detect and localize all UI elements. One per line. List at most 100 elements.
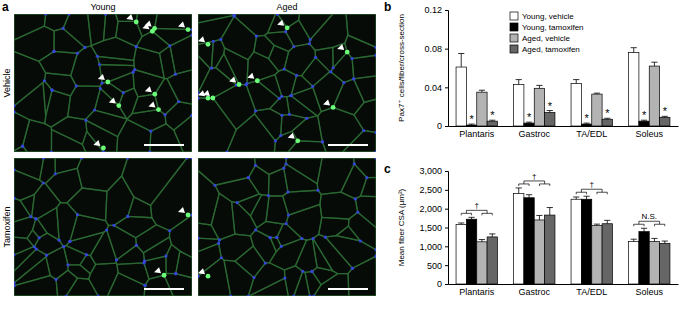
nucleus [66, 263, 69, 266]
y-tick: 0 [437, 121, 448, 131]
nucleus [233, 14, 236, 17]
bar [660, 243, 670, 284]
fiber-outline [305, 271, 321, 296]
nucleus [211, 96, 214, 99]
x-tick-label: Plantaris [459, 287, 495, 297]
fiber-outline [198, 98, 236, 152]
row-label: Vehicle [2, 68, 12, 97]
nucleus [190, 158, 192, 160]
nucleus [190, 28, 192, 31]
arrowhead [247, 73, 254, 79]
fiber-outline [63, 14, 91, 47]
satellite-cell [295, 138, 300, 143]
nucleus [65, 294, 68, 296]
arrowhead [145, 86, 152, 92]
nucleus [374, 255, 376, 258]
fiber-outline [100, 65, 135, 84]
error-bar-stem [549, 208, 550, 216]
bar [592, 94, 602, 126]
nucleus [314, 56, 317, 59]
legend: Young, vehicleYoung, tamoxifenAged, vehi… [510, 12, 584, 54]
nucleus [269, 236, 272, 239]
nucleus [288, 113, 291, 116]
nucleus [68, 240, 71, 243]
nucleus [148, 150, 151, 152]
bracket-line [576, 192, 586, 194]
bar [602, 224, 612, 284]
bracket-line [654, 224, 664, 226]
nucleus [276, 14, 279, 16]
bar [602, 119, 612, 126]
nucleus [278, 97, 281, 100]
nucleus [143, 284, 146, 287]
error-bar [583, 196, 589, 199]
nucleus [342, 81, 345, 84]
nucleus [290, 94, 293, 97]
arrowhead [154, 267, 161, 273]
fiber-outline [32, 183, 61, 219]
x-tick: Gastroc [518, 284, 550, 297]
bar [629, 241, 639, 284]
bracket-line [539, 184, 549, 186]
error-bar-cap [583, 196, 589, 197]
fiber-outline [32, 219, 47, 238]
nucleus [68, 14, 71, 16]
nucleus [153, 93, 156, 96]
fiber-outline [133, 70, 165, 97]
nucleus [316, 189, 319, 192]
arrowhead [178, 207, 185, 213]
error-bar-cap [573, 79, 579, 80]
nucleus [245, 83, 248, 86]
error-bar-cap [662, 241, 668, 242]
fiber-outline [331, 52, 354, 82]
bracket-line [466, 210, 487, 213]
fiber-outline [352, 55, 376, 79]
x-tick: Soleus [635, 126, 663, 139]
nucleus [38, 236, 41, 239]
bar [629, 53, 639, 126]
fiber-outline [14, 170, 43, 201]
y-tick-label: 500 [427, 261, 442, 271]
fiber-outline [14, 257, 50, 286]
error-bar [594, 93, 600, 95]
nucleus [142, 261, 145, 264]
legend-swatch [510, 12, 518, 20]
nucleus [14, 284, 16, 287]
nucleus [295, 74, 298, 77]
bar [571, 199, 581, 284]
micrograph [14, 14, 192, 152]
error-bar [604, 220, 610, 223]
error-bar-stem [607, 220, 608, 223]
nucleus [283, 67, 286, 70]
fiber-outline [114, 216, 156, 237]
fiber-outline [213, 85, 256, 130]
nucleus [309, 38, 312, 41]
bar [592, 226, 602, 284]
figure: abcYoungAgedVehicleTamoxifen00.040.080.1… [0, 0, 685, 310]
nucleus [283, 276, 286, 279]
scale-bar [144, 144, 184, 146]
error-bar-cap [516, 187, 522, 188]
nucleus [362, 129, 365, 132]
bracket-line [482, 213, 492, 215]
fiber-outline [77, 158, 127, 191]
fiber-outline [66, 278, 98, 296]
bar [534, 220, 544, 284]
fiber-outline [45, 168, 82, 202]
error-bar-cap [536, 85, 542, 86]
nucleus [99, 87, 102, 90]
nucleus [285, 158, 288, 160]
fiber-outline [286, 204, 322, 240]
fiber-outline [287, 96, 317, 119]
error-bar-cap [594, 224, 600, 225]
fiber-outline [288, 141, 326, 152]
error-bar-stem [654, 238, 655, 241]
fiber-outline [167, 70, 192, 104]
nucleus [102, 150, 105, 152]
fiber-outline [23, 120, 52, 152]
significance-mark: * [490, 109, 495, 121]
fiber-outline [248, 263, 285, 296]
error-bar [516, 80, 522, 85]
nucleus [269, 236, 272, 239]
plot-marks [456, 188, 670, 284]
